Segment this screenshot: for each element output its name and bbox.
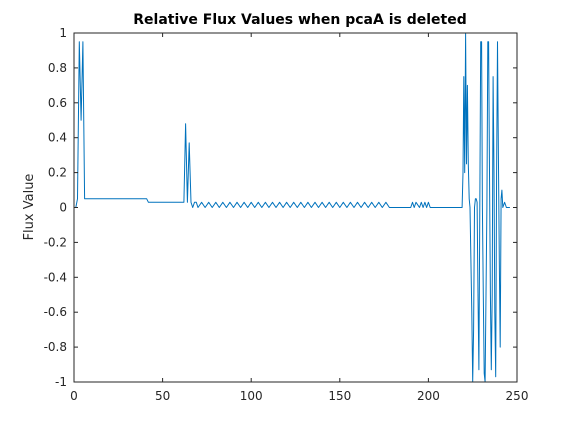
x-tick-label: 250 bbox=[506, 389, 529, 403]
series-line bbox=[75, 32, 510, 383]
y-tick-label: -0.4 bbox=[44, 270, 67, 284]
y-tick-label: 0.2 bbox=[48, 166, 67, 180]
x-tick-label: 50 bbox=[155, 389, 170, 403]
y-tick-label: 0.4 bbox=[48, 131, 67, 145]
y-axis-label: Flux Value bbox=[22, 174, 37, 241]
y-tick-label: -0.6 bbox=[44, 305, 67, 319]
x-tick-label: 150 bbox=[328, 389, 351, 403]
y-tick-label: -0.2 bbox=[44, 235, 67, 249]
y-tick-label: 1 bbox=[59, 26, 67, 40]
x-tick-label: 0 bbox=[70, 389, 78, 403]
x-tick-label: 200 bbox=[417, 389, 440, 403]
y-axis: 1 0.8 0.6 0.4 0.2 0 -0.2 -0.4 -0.6 -0.8 -1 bbox=[44, 26, 517, 389]
y-tick-label: 0.6 bbox=[48, 96, 67, 110]
y-tick-label: -0.8 bbox=[44, 340, 67, 354]
x-tick-label: 100 bbox=[240, 389, 263, 403]
y-tick-label: 0.8 bbox=[48, 61, 67, 75]
line-layer bbox=[75, 32, 510, 383]
y-tick-label: -1 bbox=[55, 375, 67, 389]
x-axis: 0 50 100 150 200 250 bbox=[70, 33, 528, 403]
y-tick-label: 0 bbox=[59, 201, 67, 215]
chart-title: Relative Flux Values when pcaA is delete… bbox=[133, 12, 466, 28]
